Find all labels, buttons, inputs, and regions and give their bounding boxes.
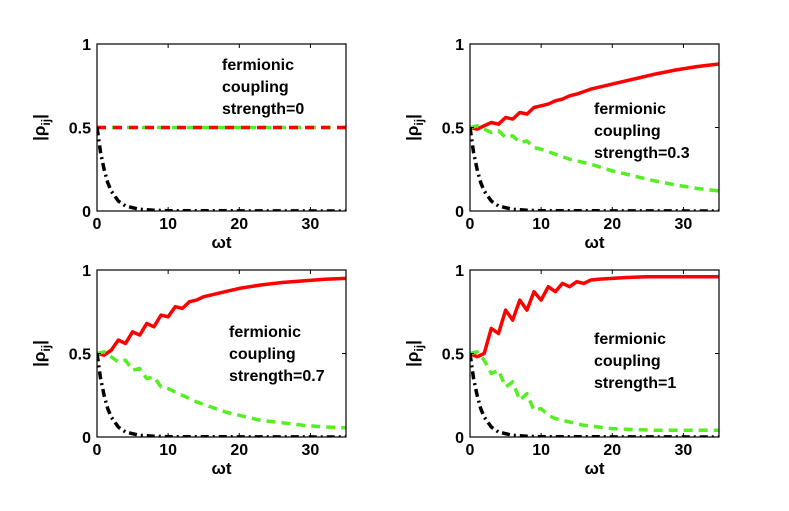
series-red-solid — [97, 276, 346, 357]
series-green-dashed — [470, 350, 719, 433]
x-tick-label: 30 — [675, 442, 693, 459]
y-axis-label: |ρij| — [403, 340, 426, 367]
series-black-dashdot — [470, 127, 719, 211]
y-tick-label: 0 — [455, 204, 464, 221]
panel-2: 0 10 20 30 0 0.5 1 ωt |ρij| fermionic coupling stre… — [403, 37, 720, 252]
annotation-line: strength=0 — [222, 101, 304, 118]
annotation-line: strength=0.7 — [229, 368, 325, 385]
x-tick-label: 10 — [159, 216, 177, 233]
y-axis-label-sub: ij — [39, 345, 53, 352]
annotation-line: fermionic — [229, 324, 301, 341]
y-axis-label: |ρij| — [30, 114, 53, 141]
y-tick-label: 0.5 — [442, 347, 464, 364]
annotation-line: coupling — [594, 123, 661, 140]
y-axis-label-main: |ρ — [30, 126, 49, 141]
x-axis-label: ωt — [584, 459, 604, 478]
x-tick-label: 0 — [93, 216, 102, 233]
annotation-line: fermionic — [222, 57, 294, 74]
y-axis-label-main: |ρ — [403, 352, 422, 367]
annotation-line: coupling — [229, 346, 296, 363]
x-tick-label: 20 — [603, 216, 621, 233]
y-axis-label-sub: ij — [412, 119, 426, 126]
x-tick-label: 30 — [675, 216, 693, 233]
series-black-dashdot — [97, 127, 346, 211]
panel-4: 0 10 20 30 0 0.5 1 ωt |ρij| fermionic coupling stre… — [403, 263, 720, 478]
x-tick-label: 20 — [230, 442, 248, 459]
y-tick-label: 0 — [455, 430, 464, 447]
x-tick-label: 30 — [302, 216, 320, 233]
annotation-line: coupling — [594, 353, 661, 370]
y-tick-label: 1 — [455, 263, 464, 280]
series-group — [97, 276, 346, 437]
axes-frame — [96, 269, 347, 438]
series-group — [97, 125, 346, 211]
annotation-line: coupling — [222, 79, 289, 96]
y-tick-label: 0 — [82, 430, 91, 447]
series-black-dashdot — [97, 353, 346, 437]
x-tick-label: 10 — [532, 442, 550, 459]
y-axis-label-end: | — [30, 340, 49, 345]
annotation-line: strength=1 — [594, 375, 676, 392]
series-group — [470, 62, 719, 211]
panel-3: 0 10 20 30 0 0.5 1 ωt |ρij| fermionic coupling stre… — [30, 263, 347, 478]
series-green-dashed — [470, 124, 719, 193]
y-tick-label: 0 — [82, 204, 91, 221]
x-tick-label: 30 — [302, 442, 320, 459]
y-axis-label-main: |ρ — [403, 126, 422, 141]
x-tick-label: 20 — [603, 442, 621, 459]
y-tick-label: 0.5 — [69, 121, 91, 138]
y-axis-label-end: | — [30, 114, 49, 119]
x-tick-label: 10 — [159, 442, 177, 459]
x-tick-label: 0 — [93, 442, 102, 459]
series-black-dashdot — [470, 353, 719, 437]
y-tick-label: 1 — [455, 37, 464, 54]
x-tick-label: 0 — [466, 442, 475, 459]
y-tick-label: 1 — [82, 263, 91, 280]
x-axis-label: ωt — [584, 233, 604, 252]
y-axis-label-end: | — [403, 340, 422, 345]
x-axis-label: ωt — [211, 233, 231, 252]
x-tick-label: 0 — [466, 216, 475, 233]
x-axis-label: ωt — [211, 459, 231, 478]
y-tick-label: 0.5 — [442, 121, 464, 138]
annotation-line: fermionic — [594, 101, 666, 118]
annotation-line: strength=0.3 — [594, 145, 690, 162]
panel-1: 0 10 20 30 0 0.5 1 ωt |ρij| fermionic coupling stre… — [30, 37, 347, 252]
y-axis-label-sub: ij — [39, 119, 53, 126]
series-red-solid — [470, 62, 719, 131]
series-red-solid — [470, 274, 719, 359]
y-axis-label-end: | — [403, 114, 422, 119]
y-axis-label-main: |ρ — [30, 352, 49, 367]
y-tick-label: 1 — [82, 37, 91, 54]
x-tick-label: 20 — [230, 216, 248, 233]
y-axis-label: |ρij| — [30, 340, 53, 367]
y-axis-label-sub: ij — [412, 345, 426, 352]
annotation-line: fermionic — [594, 331, 666, 348]
x-tick-label: 10 — [532, 216, 550, 233]
y-tick-label: 0.5 — [69, 347, 91, 364]
series-green-dashed — [97, 350, 346, 430]
y-axis-label: |ρij| — [403, 114, 426, 141]
series-group — [470, 274, 719, 437]
